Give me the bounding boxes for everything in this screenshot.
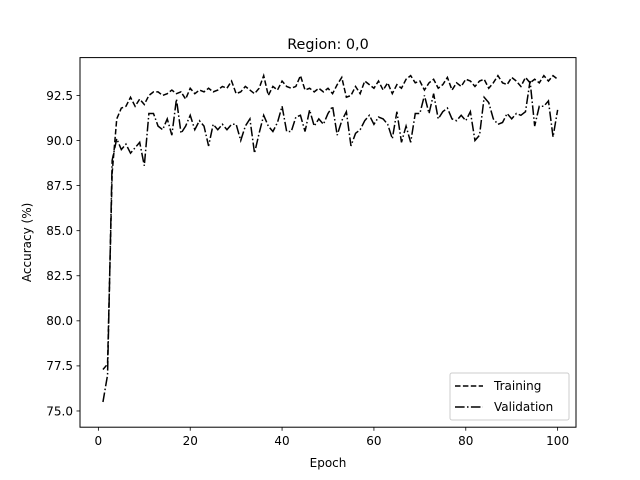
chart-title: Region: 0,0: [287, 37, 369, 53]
legend: Training Validation: [449, 372, 570, 421]
legend-box: [449, 372, 570, 421]
y-tick-label: 85.0: [46, 224, 73, 238]
y-axis-label: Accuracy (%): [20, 203, 34, 282]
x-tick-label: 60: [366, 434, 381, 448]
x-axis: 0 20 40 60 80 100: [95, 427, 569, 448]
x-axis-label: Epoch: [310, 456, 347, 470]
x-tick-label: 40: [274, 434, 289, 448]
y-tick-label: 80.0: [46, 314, 73, 328]
series-layer: [102, 72, 559, 403]
series-line-training: [102, 72, 559, 370]
legend-validation-label: Validation: [494, 400, 553, 414]
series-validation: [102, 80, 559, 403]
y-tick-label: 75.0: [46, 404, 73, 418]
y-tick-label: 77.5: [46, 359, 73, 373]
x-tick-label: 0: [95, 434, 103, 448]
y-axis: 75.0 77.5 80.0 82.5 85.0 87.5 90.0 92.5: [46, 89, 80, 418]
series-line-validation: [102, 80, 559, 403]
plot-frame: [79, 57, 577, 428]
y-tick-label: 92.5: [46, 89, 73, 103]
x-tick-label: 100: [546, 434, 569, 448]
y-tick-label: 87.5: [46, 179, 73, 193]
y-tick-label: 90.0: [46, 134, 73, 148]
legend-training-label: Training: [493, 379, 541, 393]
y-tick-label: 82.5: [46, 269, 73, 283]
x-tick-label: 80: [458, 434, 473, 448]
x-tick-label: 20: [183, 434, 198, 448]
series-training: [102, 72, 559, 370]
